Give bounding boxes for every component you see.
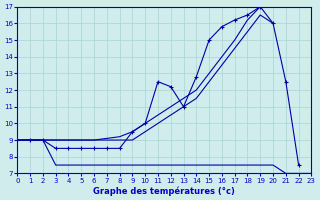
- X-axis label: Graphe des températures (°c): Graphe des températures (°c): [93, 186, 235, 196]
